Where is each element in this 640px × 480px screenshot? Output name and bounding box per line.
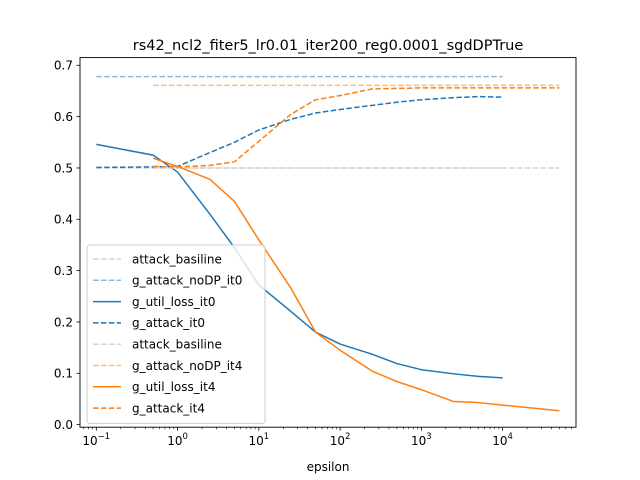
legend-label: g_attack_it4	[132, 401, 205, 415]
x-tick-label: 10−1	[82, 432, 110, 448]
series-line-g-attack-it4	[153, 87, 560, 168]
legend-label: attack_basiline	[132, 338, 222, 352]
y-tick-label: 0.0	[54, 418, 73, 432]
legend-box	[86, 244, 266, 424]
legend-label: g_attack_it0	[132, 316, 205, 330]
y-tick-label: 0.5	[54, 161, 73, 175]
plot-frame	[79, 57, 577, 428]
x-tick-label: 100	[167, 432, 188, 448]
series-lines	[96, 75, 560, 412]
y-tick-label: 0.6	[54, 110, 73, 124]
x-tick-label: 101	[248, 432, 269, 448]
axes: 10−1 100 101 102 103 104 0.0 0.1 0.2 0.3 0.4 0.5 0.6…	[54, 59, 572, 448]
y-tick-label: 0.1	[54, 367, 73, 381]
legend-label: g_util_loss_it0	[132, 295, 215, 309]
legend-label: g_util_loss_it4	[132, 380, 215, 394]
series-line-g-util-loss-it4	[152, 157, 560, 412]
y-tick-label: 0.7	[54, 59, 73, 73]
legend-label: attack_basiline	[132, 252, 222, 266]
x-axis-label: epsilon	[307, 460, 350, 474]
chart-title: rs42_ncl2_fiter5_lr0.01_iter200_reg0.000…	[133, 38, 524, 54]
y-tick-label: 0.4	[54, 213, 73, 227]
x-tick-label: 102	[330, 432, 351, 448]
legend: attack_basiline g_attack_noDP_it0 g_util_l…	[86, 244, 266, 424]
series-line-g-attack-it0	[96, 95, 503, 169]
legend-label: g_attack_noDP_it4	[132, 359, 242, 373]
legend-label: g_attack_noDP_it0	[132, 274, 242, 288]
y-tick-label: 0.2	[54, 315, 73, 329]
y-tick-label: 0.3	[54, 264, 73, 278]
x-tick-label: 104	[492, 432, 513, 448]
x-tick-label: 103	[411, 432, 432, 448]
